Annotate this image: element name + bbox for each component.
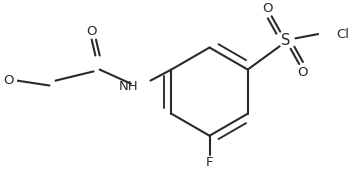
Text: S: S [281,33,291,48]
Text: O: O [86,25,97,38]
Text: O: O [262,2,273,15]
Text: O: O [3,74,14,87]
Text: O: O [298,65,308,78]
Text: NH: NH [119,80,138,93]
Text: Cl: Cl [337,28,350,41]
Text: F: F [206,156,213,169]
